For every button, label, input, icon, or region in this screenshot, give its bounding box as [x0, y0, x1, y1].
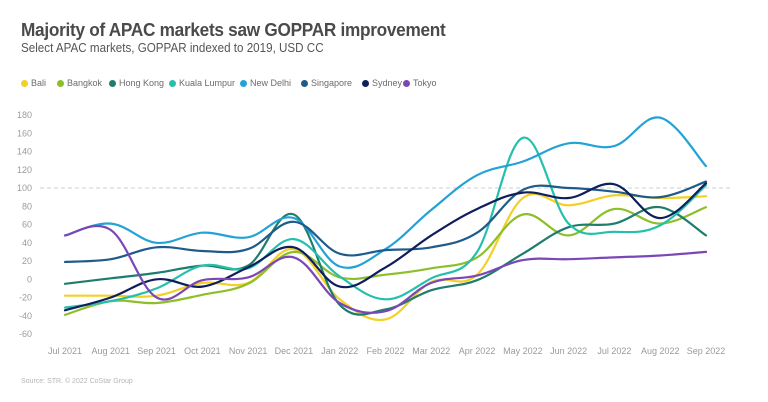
y-tick-label: 40	[22, 238, 32, 248]
legend-item-kuala-lumpur[interactable]: Kuala Lumpur	[169, 78, 235, 88]
legend-label-tokyo: Tokyo	[413, 78, 437, 88]
x-axis: Jul 2021 Aug 2021 Sep 2021 Oct 2021 Nov 2021…	[48, 346, 725, 356]
x-tick-label: Oct 2021	[184, 346, 221, 356]
legend-label-hong-kong: Hong Kong	[119, 78, 165, 88]
series-line-hong-kong	[63, 206, 708, 316]
y-tick-label: 60	[22, 220, 32, 230]
series-line-new-delhi	[63, 116, 708, 269]
y-tick-label: 80	[22, 201, 32, 211]
y-tick-label: 160	[17, 128, 32, 138]
x-tick-label: Jan 2022	[321, 346, 358, 356]
x-tick-label: Mar 2022	[412, 346, 450, 356]
legend-item-singapore[interactable]: Singapore	[301, 78, 352, 88]
source-note: Source: STR. © 2022 CoStar Group	[21, 378, 133, 385]
legend-swatch-kuala-lumpur	[169, 79, 176, 87]
legend-swatch-new-delhi	[240, 79, 247, 87]
x-tick-label: Sep 2021	[137, 346, 176, 356]
legend-item-tokyo[interactable]: Tokyo	[403, 78, 437, 88]
series-line-singapore	[63, 180, 708, 264]
x-tick-label: Aug 2021	[92, 346, 131, 356]
legend-item-sydney[interactable]: Sydney	[362, 78, 402, 88]
x-tick-label: Jun 2022	[550, 346, 587, 356]
y-tick-label: 140	[17, 147, 32, 157]
y-tick-label: 20	[22, 256, 32, 266]
x-tick-label: Jul 2022	[597, 346, 631, 356]
series-line-bali	[63, 192, 708, 322]
legend-swatch-singapore	[301, 79, 308, 87]
series-line-sydney	[63, 182, 708, 312]
legend-swatch-bangkok	[57, 79, 64, 87]
x-tick-label: Sep 2022	[687, 346, 726, 356]
y-tick-label: 180	[17, 110, 32, 120]
series-line-bangkok	[63, 206, 708, 316]
x-tick-label: May 2022	[503, 346, 543, 356]
y-tick-label: -20	[19, 293, 32, 303]
series-line-tokyo	[63, 224, 708, 314]
legend-label-kuala-lumpur: Kuala Lumpur	[179, 78, 236, 88]
y-tick-label: 0	[27, 274, 32, 284]
x-tick-label: Aug 2022	[641, 346, 680, 356]
chart-title: Majority of APAC markets saw GOPPAR impr…	[21, 19, 446, 40]
y-axis: -60 -40 -20 0 20 40 60 80 100 120 140 160 180	[17, 110, 32, 339]
x-tick-label: Nov 2021	[229, 346, 268, 356]
legend-item-bangkok[interactable]: Bangkok	[57, 78, 102, 88]
chart-subtitle: Select APAC markets, GOPPAR indexed to 2…	[21, 41, 324, 55]
legend-swatch-sydney	[362, 79, 369, 87]
legend-swatch-bali	[21, 79, 28, 87]
y-tick-label: 100	[17, 183, 32, 193]
y-tick-label: -40	[19, 311, 32, 321]
legend-swatch-hong-kong	[109, 79, 116, 87]
legend-label-sydney: Sydney	[372, 78, 403, 88]
legend-item-new-delhi[interactable]: New Delhi	[240, 78, 291, 88]
series-line-kuala-lumpur	[63, 136, 708, 309]
x-tick-label: Apr 2022	[459, 346, 496, 356]
legend-item-hong-kong[interactable]: Hong Kong	[109, 78, 164, 88]
y-tick-label: -60	[19, 329, 32, 339]
legend-item-bali[interactable]: Bali	[21, 78, 46, 88]
legend-label-bangkok: Bangkok	[67, 78, 103, 88]
x-tick-label: Jul 2021	[48, 346, 82, 356]
legend-swatch-tokyo	[403, 79, 410, 87]
y-tick-label: 120	[17, 165, 32, 175]
x-tick-label: Feb 2022	[366, 346, 404, 356]
series-lines	[63, 116, 708, 322]
legend-label-singapore: Singapore	[311, 78, 353, 88]
legend-label-new-delhi: New Delhi	[250, 78, 292, 88]
legend-label-bali: Bali	[31, 78, 47, 88]
x-tick-label: Dec 2021	[275, 346, 314, 356]
